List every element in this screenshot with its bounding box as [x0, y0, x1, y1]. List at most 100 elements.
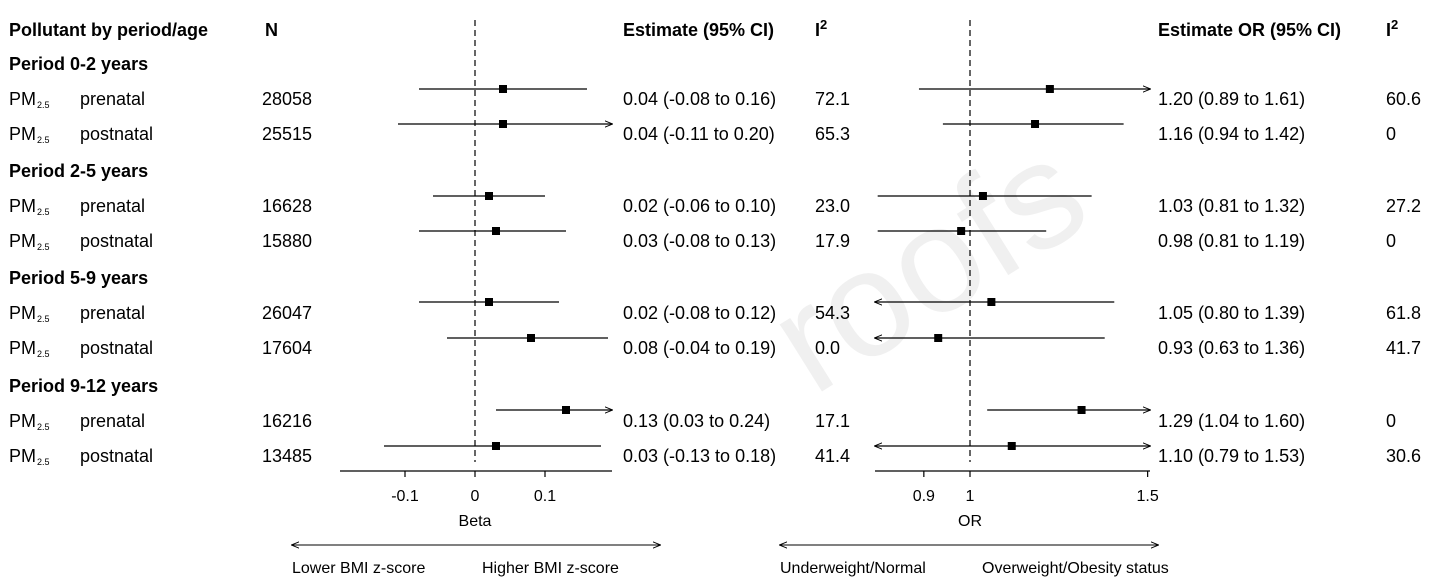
or-estimate: 1.03 (0.81 to 1.32) [1158, 196, 1306, 216]
beta-i2: 17.9 [815, 231, 851, 251]
beta-i2: 23.0 [815, 196, 851, 216]
direction-label-right: Higher BMI z-score [482, 560, 619, 577]
or-i2: 0 [1386, 231, 1397, 251]
pollutant-label: PM2.5 [9, 196, 50, 217]
beta-i2: 17.1 [815, 411, 851, 431]
point-estimate [978, 192, 987, 200]
pollutant-subscript: 2.5 [37, 422, 50, 432]
or-i2: 0 [1386, 124, 1397, 144]
pollutant-subscript: 2.5 [37, 349, 50, 359]
tick-label: 0.1 [534, 488, 556, 505]
n-value: 15880 [262, 231, 313, 251]
pollutant-label: PM2.5 [9, 125, 50, 145]
pollutant-subscript: 2.5 [37, 242, 50, 252]
pollutant-name: PM [9, 411, 36, 431]
n-value: 25515 [262, 124, 313, 144]
pollutant-subscript: 2.5 [37, 314, 50, 324]
pollutant-label: PM2.5 [9, 90, 50, 110]
beta-estimate: 0.08 (-0.04 to 0.19) [623, 338, 777, 358]
exposure-label: prenatal [80, 303, 146, 323]
or-i2: 60.6 [1386, 89, 1422, 109]
tick-label: 0.9 [913, 488, 935, 505]
group-title: Period 2-5 years [9, 161, 149, 181]
pollutant-name: PM [9, 303, 36, 323]
beta-forest-plot: -0.1 0 0.1 Beta Lower BMI z-score Higher BMI … [292, 20, 660, 577]
exposure-label: prenatal [80, 196, 146, 216]
tick-label: 1 [966, 488, 975, 505]
point-estimate [562, 406, 570, 414]
n-value: 13485 [262, 446, 313, 466]
exposure-label: postnatal [80, 338, 154, 358]
or-estimate: 1.29 (1.04 to 1.60) [1158, 411, 1306, 431]
beta-estimate: 0.13 (0.03 to 0.24) [623, 411, 771, 431]
header-estimate-or: Estimate OR (95% CI) [1158, 20, 1342, 40]
n-value: 28058 [262, 89, 313, 109]
n-value: 16628 [262, 196, 313, 216]
point-estimate [499, 120, 507, 128]
or-estimate: 0.98 (0.81 to 1.19) [1158, 231, 1306, 251]
point-estimate [1045, 85, 1054, 93]
beta-estimate: 0.03 (-0.08 to 0.13) [623, 231, 777, 251]
point-estimate [934, 334, 943, 342]
beta-i2: 54.3 [815, 303, 851, 323]
point-estimate [527, 334, 535, 342]
point-estimate [1007, 442, 1016, 450]
exposure-label: prenatal [80, 89, 146, 109]
pollutant-label: PM2.5 [9, 231, 50, 252]
tick-label: -0.1 [391, 488, 419, 505]
axis-label: OR [958, 513, 982, 530]
exposure-label: postnatal [80, 446, 154, 466]
pollutant-name: PM [9, 446, 36, 466]
header-estimate-beta: Estimate (95% CI) [623, 20, 775, 40]
pollutant-name: PM [9, 338, 36, 358]
point-estimate [485, 298, 493, 306]
or-i2: 30.6 [1386, 446, 1422, 466]
direction-label-right: Overweight/Obesity status [982, 560, 1169, 577]
header-n: N [265, 20, 278, 40]
n-value: 26047 [262, 303, 313, 323]
header-pollutant: Pollutant by period/age [9, 20, 209, 40]
pollutant-name: PM [9, 196, 36, 216]
or-i2: 27.2 [1386, 196, 1422, 216]
or-estimate: 1.20 (0.89 to 1.61) [1158, 89, 1306, 109]
group-title: Period 9-12 years [9, 376, 159, 396]
pollutant-name: PM [9, 231, 36, 251]
point-estimate [1031, 120, 1040, 128]
tick-label: 0 [471, 488, 480, 505]
pollutant-subscript: 2.5 [37, 457, 50, 467]
point-estimate [492, 442, 500, 450]
or-i2: 61.8 [1386, 303, 1422, 323]
pollutant-label: PM2.5 [9, 303, 50, 324]
n-value: 17604 [262, 338, 313, 358]
direction-label-left: Lower BMI z-score [292, 560, 425, 577]
pollutant-subscript: 2.5 [37, 207, 50, 217]
direction-label-left: Underweight/Normal [780, 560, 926, 577]
exposure-label: postnatal [80, 231, 154, 251]
group-title: Period 5-9 years [9, 268, 149, 288]
beta-estimate: 0.02 (-0.08 to 0.12) [623, 303, 777, 323]
beta-i2: 65.3 [815, 124, 851, 144]
header-i2-or: I2 [1386, 17, 1399, 40]
point-estimate [957, 227, 966, 235]
tick-label: 1.5 [1137, 488, 1159, 505]
pollutant-label: PM2.5 [9, 338, 50, 359]
beta-estimate: 0.04 (-0.08 to 0.16) [623, 89, 777, 109]
beta-i2: 72.1 [815, 89, 851, 109]
point-estimate [1077, 406, 1086, 414]
header-i2-beta: I2 [815, 17, 828, 40]
or-i2: 0 [1386, 411, 1397, 431]
n-value: 16216 [262, 411, 313, 431]
axis-label: Beta [459, 513, 492, 530]
or-i2: 41.7 [1386, 338, 1422, 358]
point-estimate [499, 85, 507, 93]
point-estimate [485, 192, 493, 200]
watermark: roofs [741, 104, 1113, 425]
exposure-label: postnatal [80, 124, 154, 144]
pollutant-label: PM2.5 [9, 411, 50, 432]
beta-i2: 0.0 [815, 338, 841, 358]
or-estimate: 1.16 (0.94 to 1.42) [1158, 124, 1306, 144]
exposure-label: prenatal [80, 411, 146, 431]
beta-i2: 41.4 [815, 446, 851, 466]
beta-estimate: 0.03 (-0.13 to 0.18) [623, 446, 777, 466]
